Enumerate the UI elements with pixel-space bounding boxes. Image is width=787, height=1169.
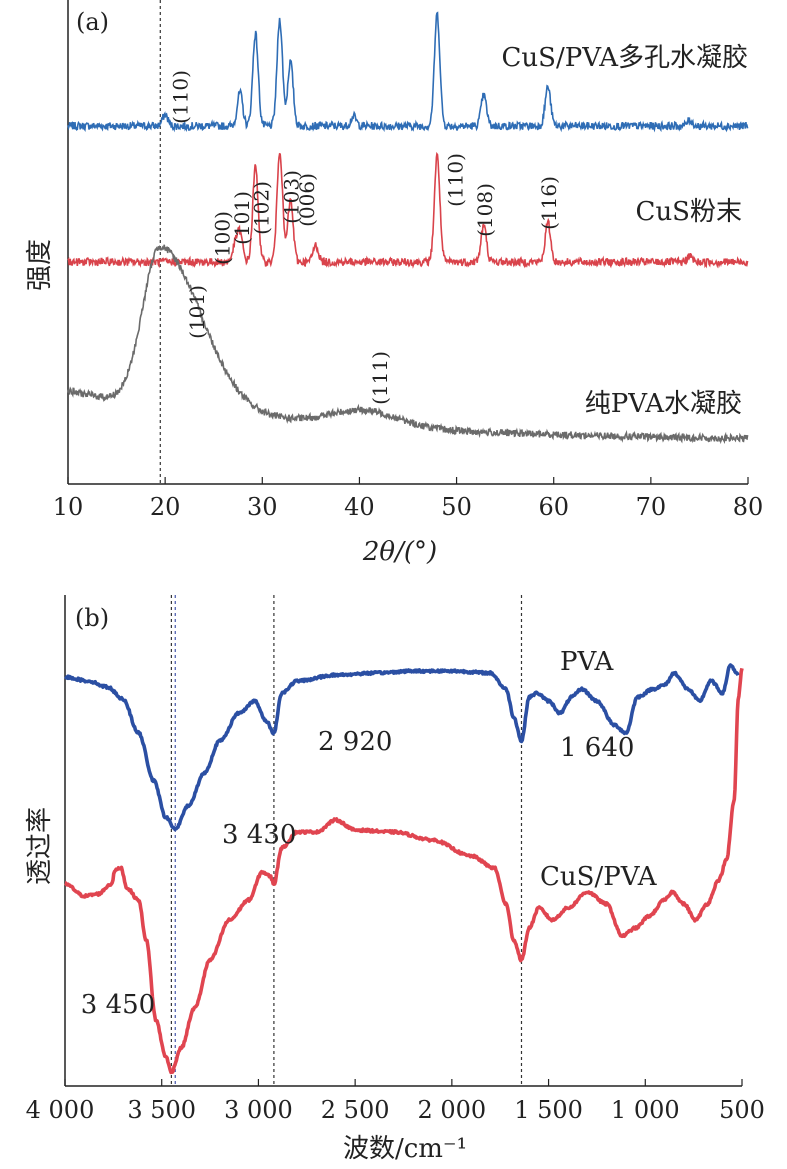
panel-b-series-line-pva <box>64 663 740 832</box>
panel-a-tick-label-30: 30 <box>247 493 278 521</box>
panel-b-ftir-chart: (b) 波数/cm⁻¹ 透过率 4 000 3 500 3 000 2 500 2 00… <box>25 595 765 1164</box>
panel-b-annotation-0-0: 3 430 <box>222 820 296 850</box>
panel-b-series-line-cus-pva <box>64 667 744 1075</box>
panel-b-label: (b) <box>75 604 109 632</box>
panel-a-annotation-1-2: (102) <box>249 181 273 235</box>
panel-b-annotations: 3 430 2 920 1 640 3 450 <box>81 727 635 1020</box>
panel-a-tick-label-50: 50 <box>441 493 472 521</box>
panel-a-tick-label-40: 40 <box>344 493 375 521</box>
panel-a-series-name-1: CuS粉末 <box>636 197 742 227</box>
panel-b-annotation-1-0: 3 450 <box>81 990 155 1020</box>
panel-b-tick-label-4000: 4 000 <box>26 1096 95 1124</box>
panel-b-tick-label-1000: 1 000 <box>611 1096 680 1124</box>
panel-a-annotation-1-0: (100) <box>210 211 234 265</box>
panel-b-tick-label-3500: 3 500 <box>127 1096 196 1124</box>
panel-a-series <box>67 11 749 445</box>
panel-a-series-line-1 <box>67 151 749 269</box>
panel-b-annotation-0-2: 1 640 <box>560 733 634 763</box>
panel-b-series <box>64 663 744 1075</box>
panel-b-x-ticks: 4 000 3 500 3 000 2 500 2 000 1 500 1 000 500 <box>26 1079 765 1124</box>
panel-b-tick-label-2000: 2 000 <box>417 1096 486 1124</box>
panel-a-tick-label-10: 10 <box>53 493 84 521</box>
panel-b-tick-label-1500: 1 500 <box>514 1096 583 1124</box>
panel-b-series-labels: PVA CuS/PVA <box>540 647 658 892</box>
panel-a-annotation-1-7: (116) <box>537 176 561 230</box>
panel-a-annotation-1-4: (006) <box>295 173 319 227</box>
panel-a-annotation-0-0: (110) <box>169 70 193 124</box>
panel-a-annotation-2-1: (111) <box>368 351 392 405</box>
panel-a-x-axis-label: 2θ/(°) <box>362 537 437 567</box>
panel-a-label: (a) <box>76 8 109 36</box>
panel-b-tick-label-2500: 2 500 <box>321 1096 390 1124</box>
panel-a-tick-label-80: 80 <box>733 493 764 521</box>
panel-b-series-name-0: PVA <box>560 647 615 677</box>
panel-a-series-line-0 <box>67 11 749 133</box>
panel-a-annotation-1-3: (103) <box>279 170 303 224</box>
panel-a-annotation-2-0: (101) <box>185 285 209 339</box>
panel-b-tick-label-500: 500 <box>719 1096 765 1124</box>
panel-b-series-name-1: CuS/PVA <box>540 862 658 892</box>
panel-a-series-name-0: CuS/PVA多孔水凝胶 <box>502 43 749 73</box>
panel-a-annotation-1-6: (108) <box>473 183 497 237</box>
panel-a-x-ticks: 10 20 30 40 50 60 70 80 <box>53 477 764 521</box>
panel-b-x-axis-label: 波数/cm⁻¹ <box>343 1134 467 1164</box>
panel-a-tick-label-20: 20 <box>150 493 181 521</box>
panel-b-annotation-0-1: 2 920 <box>318 727 392 757</box>
panel-a-y-axis-label: 强度 <box>25 239 55 291</box>
panel-b-reference-lines <box>170 595 523 1086</box>
panel-a-tick-label-70: 70 <box>636 493 667 521</box>
panel-a-annotation-1-5: (110) <box>444 153 468 207</box>
panel-b-y-axis-label: 透过率 <box>25 807 55 885</box>
panel-b-tick-label-3000: 3 000 <box>224 1096 293 1124</box>
panel-a-annotation-1-1: (101) <box>230 191 254 245</box>
panel-a-annotations: (110)(100)(101)(102) (103)(006) (110)(108)… <box>169 70 561 405</box>
panel-a-series-name-2: 纯PVA水凝胶 <box>585 389 742 419</box>
panel-a-tick-label-60: 60 <box>538 493 569 521</box>
panel-a-xrd-chart: (a) 2θ/(°) 强度 10 20 30 40 50 60 70 80 (110) (100… <box>25 0 763 567</box>
panel-a-series-line-2 <box>67 244 749 445</box>
